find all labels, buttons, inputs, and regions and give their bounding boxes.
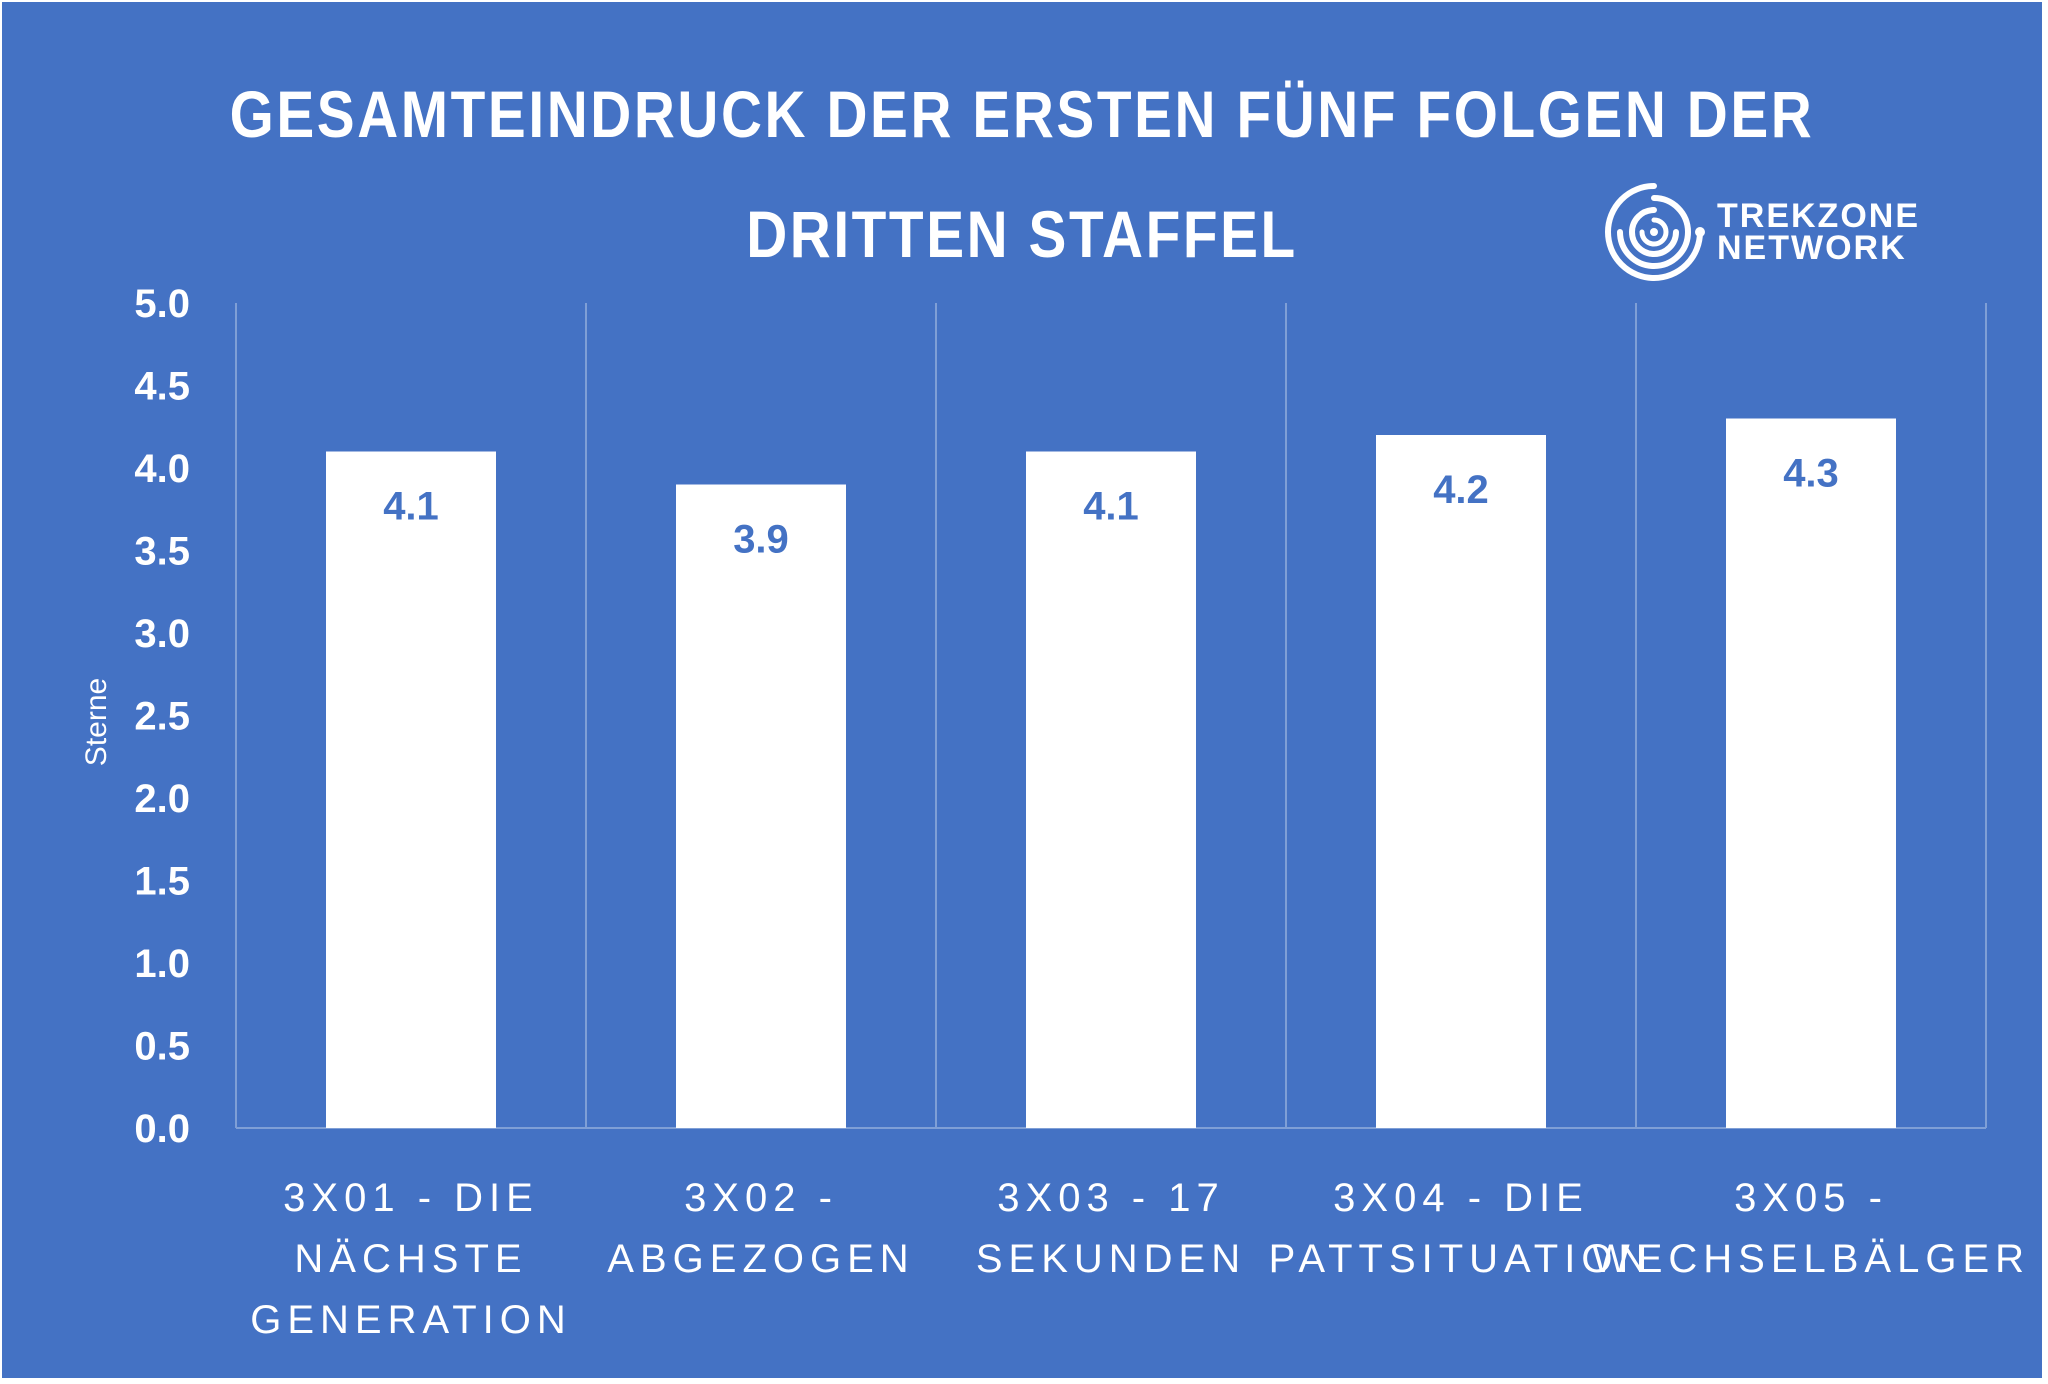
y-tick-label: 0.5 — [134, 1025, 190, 1069]
chart-bars — [326, 418, 1896, 1128]
category-label: GENERATION — [250, 1298, 572, 1342]
category-label: ABGEZOGEN — [607, 1237, 914, 1281]
chart-gridlines — [235, 303, 1987, 1129]
y-tick-label: 4.0 — [134, 447, 190, 491]
y-tick-label: 1.0 — [134, 942, 190, 986]
logo-line-1: TREKZONE — [1717, 197, 1920, 235]
logo-line-2: NETWORK — [1717, 229, 1907, 267]
data-label: 3.9 — [733, 518, 789, 562]
y-tick-label: 1.5 — [134, 860, 190, 904]
trekzone-logo: TREKZONE NETWORK — [1602, 180, 1982, 290]
y-tick-label: 4.5 — [134, 365, 190, 409]
category-label: PATTSITUATION — [1269, 1237, 1654, 1281]
bar — [1026, 451, 1196, 1128]
bar — [326, 451, 496, 1128]
category-label: 3X02 - — [684, 1176, 838, 1220]
category-label: SEKUNDEN — [976, 1237, 1246, 1281]
category-label: WECHSELBÄLGER — [1592, 1237, 2030, 1281]
chart-title-line-2: DRITTEN STAFFEL — [746, 197, 1298, 271]
bar — [1726, 418, 1896, 1128]
chart-title: GESAMTEINDRUCK DER ERSTEN FÜNF FOLGEN DE… — [145, 54, 1899, 294]
y-axis-ticks: 0.0 0.5 1.0 1.5 2.0 2.5 3.0 3.5 4.0 4.5 5.0 — [134, 282, 190, 1151]
spiral-logo-icon — [1605, 183, 1705, 281]
category-label: NÄCHSTE — [294, 1237, 527, 1281]
data-label: 4.1 — [383, 485, 439, 529]
data-label: 4.2 — [1433, 468, 1489, 512]
y-tick-label: 2.0 — [134, 777, 190, 821]
chart-title-line-1: GESAMTEINDRUCK DER ERSTEN FÜNF FOLGEN DE… — [229, 77, 1815, 151]
y-tick-label: 0.0 — [134, 1107, 190, 1151]
logo-wordmark: TREKZONE NETWORK — [1717, 197, 1920, 267]
chart-data-labels: 4.1 3.9 4.1 4.2 4.3 — [383, 452, 1839, 562]
category-label: 3X03 - 17 — [997, 1176, 1224, 1220]
data-label: 4.1 — [1083, 485, 1139, 529]
category-label: 3X04 - DIE — [1333, 1176, 1589, 1220]
bar — [1376, 435, 1546, 1128]
y-axis-title: Sterne — [80, 678, 113, 766]
y-tick-label: 3.0 — [134, 612, 190, 656]
data-label: 4.3 — [1783, 452, 1839, 496]
y-tick-label: 5.0 — [134, 282, 190, 326]
y-tick-label: 3.5 — [134, 530, 190, 574]
y-tick-label: 2.5 — [134, 695, 190, 739]
category-label: 3X05 - — [1734, 1176, 1888, 1220]
x-axis-categories: 3X01 - DIE NÄCHSTE GENERATION 3X02 - ABGEZOG… — [250, 1176, 2030, 1342]
bar — [676, 484, 846, 1128]
category-label: 3X01 - DIE — [283, 1176, 539, 1220]
